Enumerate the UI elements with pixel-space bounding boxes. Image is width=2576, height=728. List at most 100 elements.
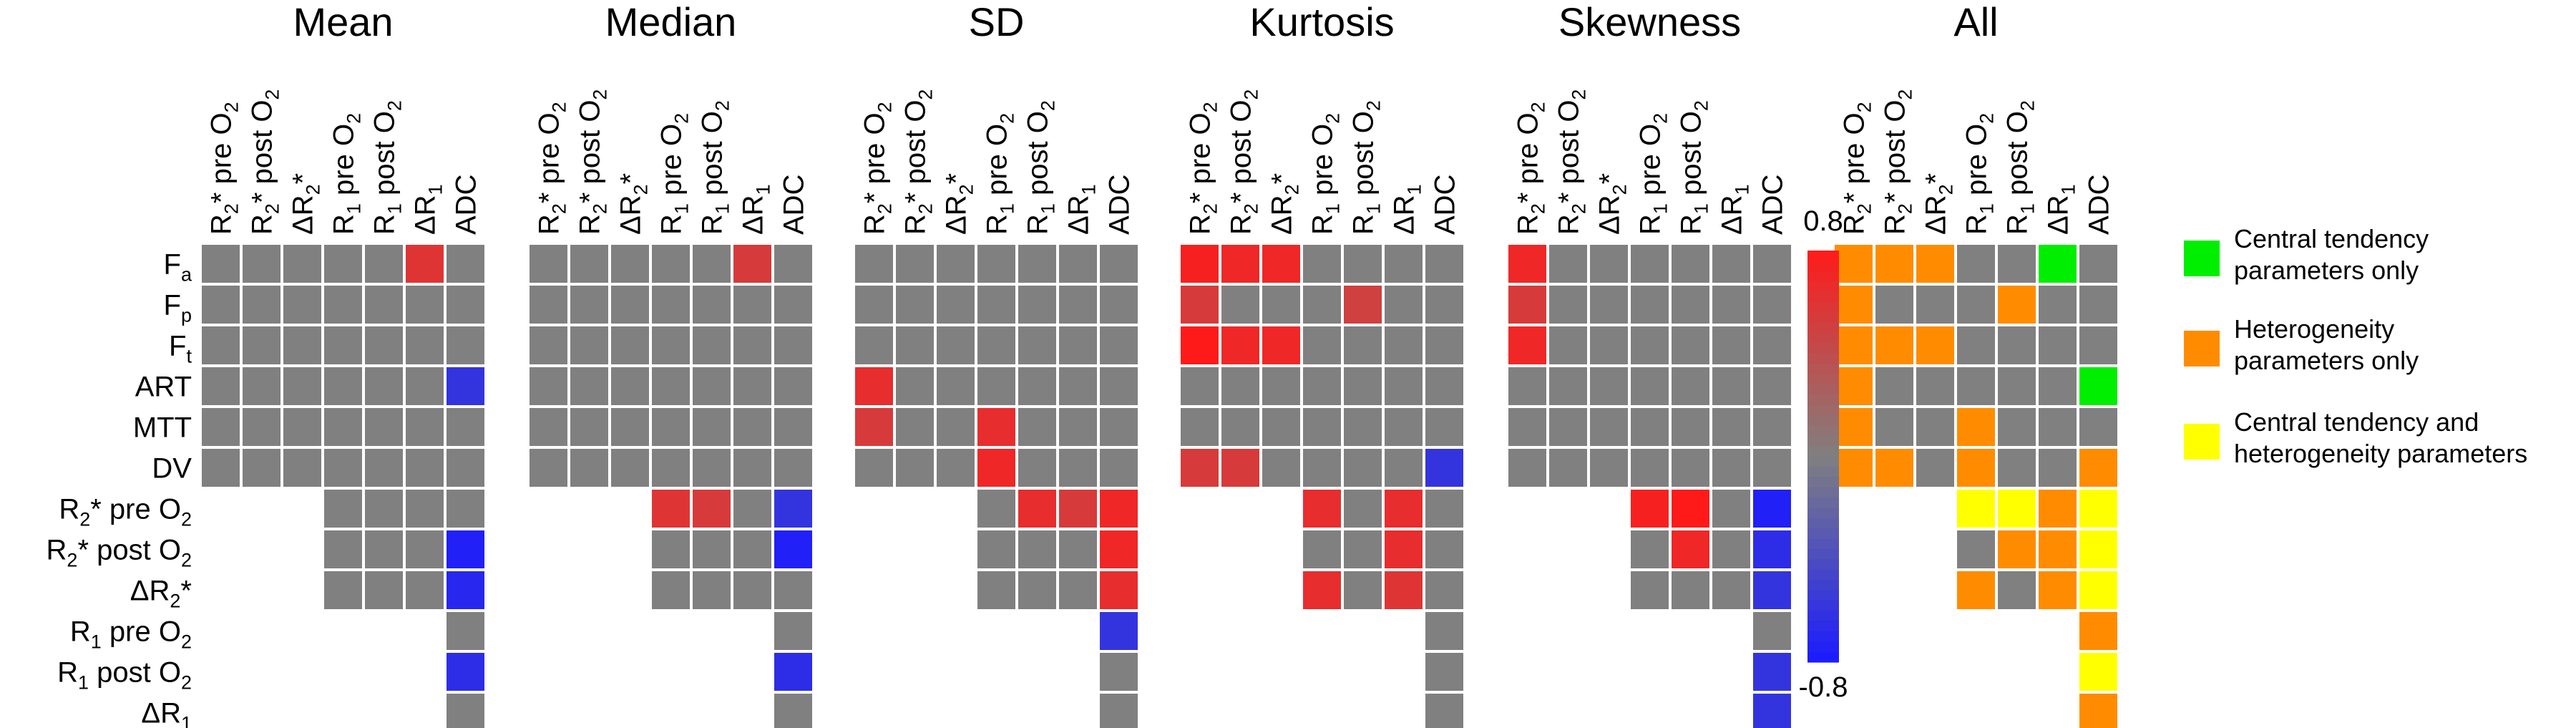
heatmap-cell bbox=[1549, 449, 1587, 487]
heatmap-cell bbox=[2079, 653, 2117, 691]
heatmap-cell bbox=[1344, 286, 1382, 324]
heatmap-cell bbox=[1672, 408, 1709, 446]
heatmap-cell bbox=[447, 530, 484, 568]
heatmap-cell bbox=[1998, 530, 2036, 568]
heatmap-cell bbox=[324, 367, 362, 405]
heatmap-cell bbox=[1916, 326, 1954, 364]
column-label: R2* post O2 bbox=[247, 89, 283, 235]
row-label: ART bbox=[135, 372, 192, 403]
heatmap-cell bbox=[774, 694, 812, 728]
legend-swatch bbox=[2184, 424, 2220, 460]
heatmap-cell bbox=[774, 367, 812, 405]
heatmap-cell bbox=[1631, 490, 1669, 528]
heatmap-cell bbox=[1549, 245, 1587, 283]
heatmap-cell bbox=[693, 367, 731, 405]
colorbar-segment bbox=[1807, 261, 1839, 272]
heatmap-cell bbox=[1875, 449, 1913, 487]
colorbar-segment bbox=[1807, 404, 1839, 416]
heatmap-cell bbox=[1181, 408, 1219, 446]
colorbar-segment bbox=[1807, 569, 1839, 581]
heatmap-cell bbox=[774, 449, 812, 487]
heatmap-cell bbox=[1631, 408, 1669, 446]
heatmap-cell bbox=[1549, 408, 1587, 446]
heatmap-cell bbox=[774, 490, 812, 528]
heatmap-cell bbox=[1753, 490, 1791, 528]
heatmap-cell bbox=[2039, 571, 2077, 609]
heatmap-cell bbox=[1998, 408, 2036, 446]
heatmap-cell bbox=[1590, 449, 1628, 487]
column-label: R1 post O2 bbox=[1348, 100, 1385, 235]
heatmap-cell bbox=[1100, 449, 1138, 487]
column-label: ΔR2* bbox=[941, 173, 977, 235]
heatmap-cell bbox=[1712, 326, 1750, 364]
heatmap-cell bbox=[2079, 286, 2117, 324]
heatmap-cell bbox=[1998, 490, 2036, 528]
heatmap-cell bbox=[2079, 408, 2117, 446]
heatmap-cell bbox=[202, 408, 240, 446]
heatmap-cell bbox=[1753, 694, 1791, 728]
heatmap-cell bbox=[1957, 530, 1995, 568]
column-label: ΔR2* bbox=[1921, 173, 1957, 235]
heatmap-cell bbox=[774, 245, 812, 283]
column-label: ΔR2* bbox=[288, 173, 324, 235]
panel-title: Median bbox=[605, 0, 737, 44]
heatmap-cell bbox=[2039, 367, 2077, 405]
heatmap-cell bbox=[1221, 245, 1259, 283]
heatmap-cell bbox=[243, 326, 280, 364]
heatmap-cell bbox=[733, 326, 771, 364]
heatmap-cell bbox=[611, 245, 649, 283]
heatmap-cell bbox=[1018, 530, 1056, 568]
column-label: ΔR1 bbox=[1389, 184, 1425, 235]
heatmap-cell bbox=[1875, 326, 1913, 364]
heatmap-cell bbox=[283, 286, 321, 324]
heatmap-cell bbox=[896, 449, 934, 487]
heatmap-cell bbox=[1385, 367, 1423, 405]
column-label: ΔR1 bbox=[1063, 184, 1100, 235]
colorbar-segment bbox=[1807, 528, 1839, 540]
heatmap-cell bbox=[896, 326, 934, 364]
heatmap-cell bbox=[447, 449, 484, 487]
colorbar-segment bbox=[1807, 364, 1839, 375]
heatmap-cell bbox=[1385, 490, 1423, 528]
column-label: R2* pre O2 bbox=[859, 102, 896, 235]
column-label: R2* post O2 bbox=[1226, 89, 1262, 235]
colorbar-segment bbox=[1807, 353, 1839, 364]
heatmap-cell bbox=[1753, 408, 1791, 446]
heatmap-cell bbox=[1100, 653, 1138, 691]
heatmap-cell bbox=[1385, 408, 1423, 446]
heatmap-cell bbox=[1590, 367, 1628, 405]
column-label: R1 pre O2 bbox=[1307, 113, 1344, 235]
heatmap-cell bbox=[2039, 530, 2077, 568]
colorbar-segment bbox=[1807, 271, 1839, 282]
heatmap-cell bbox=[977, 449, 1015, 487]
colorbar-segment bbox=[1807, 281, 1839, 293]
heatmap-cell bbox=[1344, 326, 1382, 364]
colorbar-segment bbox=[1807, 435, 1839, 447]
heatmap-cell bbox=[1672, 449, 1709, 487]
heatmap-cell bbox=[1100, 530, 1138, 568]
heatmap-cell bbox=[1875, 245, 1913, 283]
heatmap-cell bbox=[1875, 408, 1913, 446]
column-label: R1 pre O2 bbox=[1961, 113, 1998, 235]
heatmap-cell bbox=[447, 612, 484, 650]
row-label: R1 post O2 bbox=[57, 657, 192, 694]
heatmap-cell bbox=[855, 245, 893, 283]
heatmap-cell bbox=[324, 326, 362, 364]
heatmap-cell bbox=[1875, 286, 1913, 324]
colorbar-segment bbox=[1807, 518, 1839, 529]
heatmap-cell bbox=[1181, 286, 1219, 324]
heatmap-cell bbox=[1425, 245, 1463, 283]
heatmap-cell bbox=[324, 530, 362, 568]
column-label: ADC bbox=[1757, 175, 1789, 235]
heatmap-cell bbox=[283, 408, 321, 446]
heatmap-cell bbox=[693, 326, 731, 364]
heatmap-cell bbox=[447, 653, 484, 691]
heatmap-cell bbox=[1385, 530, 1423, 568]
heatmap-cell bbox=[1672, 326, 1709, 364]
column-label: ΔR1 bbox=[738, 184, 774, 235]
heatmap-cell bbox=[406, 490, 444, 528]
heatmap-cell bbox=[1385, 286, 1423, 324]
heatmap-cell bbox=[1835, 245, 1873, 283]
heatmap-cell bbox=[324, 449, 362, 487]
heatmap-cell bbox=[1549, 326, 1587, 364]
